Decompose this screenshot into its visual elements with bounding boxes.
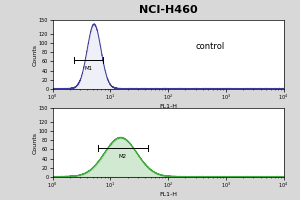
Text: control: control (196, 42, 225, 51)
Y-axis label: Counts: Counts (33, 132, 38, 154)
Text: M2: M2 (118, 154, 127, 159)
Y-axis label: Counts: Counts (33, 44, 38, 66)
X-axis label: FL1-H: FL1-H (159, 104, 177, 109)
Text: M1: M1 (85, 66, 93, 71)
Text: NCI-H460: NCI-H460 (139, 5, 197, 15)
X-axis label: FL1-H: FL1-H (159, 192, 177, 197)
